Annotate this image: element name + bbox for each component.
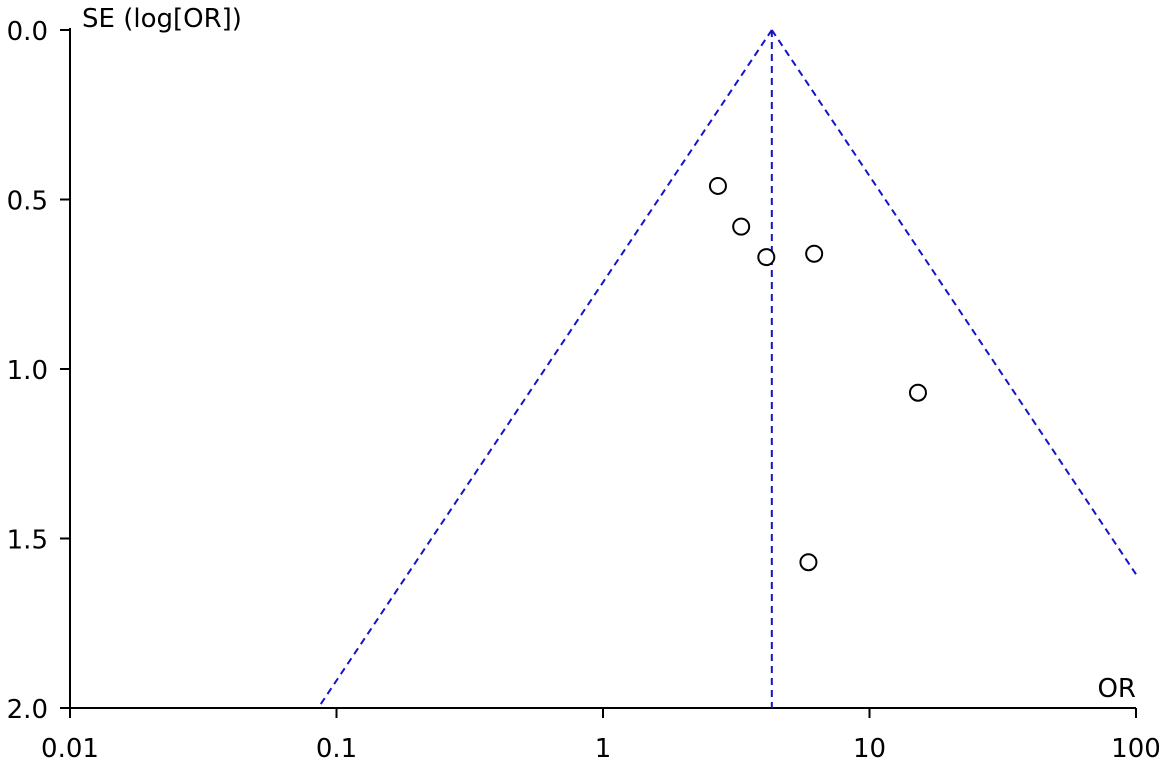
study-points (708, 176, 927, 572)
x-tick-label: 10 (853, 734, 886, 764)
study-point (805, 244, 824, 263)
study-point (908, 383, 927, 402)
x-tick-label: 100 (1111, 734, 1161, 764)
y-tick-label: 0.0 (7, 17, 48, 47)
funnel-lines (317, 29, 1137, 709)
study-point (757, 248, 776, 267)
funnel-left-line (317, 29, 773, 709)
y-tick-label: 1.0 (7, 356, 48, 386)
study-point (799, 553, 818, 572)
x-tick-label: 0.1 (316, 734, 357, 764)
ticks: 0.01 0.1 1 10 100 0.0 0.5 1.0 1.5 2.0 (7, 17, 1161, 764)
x-axis-title: OR (1097, 674, 1136, 704)
y-axis-title: SE (log[OR]) (82, 4, 242, 34)
y-tick-label: 0.5 (7, 187, 48, 217)
study-point (708, 176, 727, 195)
study-point (732, 217, 751, 236)
y-tick-label: 2.0 (7, 695, 48, 725)
funnel-right-line (770, 29, 1137, 575)
y-tick-label: 1.5 (7, 526, 48, 556)
x-tick-label: 1 (595, 734, 612, 764)
axes (69, 28, 1136, 709)
x-tick-label: 0.01 (41, 734, 99, 764)
